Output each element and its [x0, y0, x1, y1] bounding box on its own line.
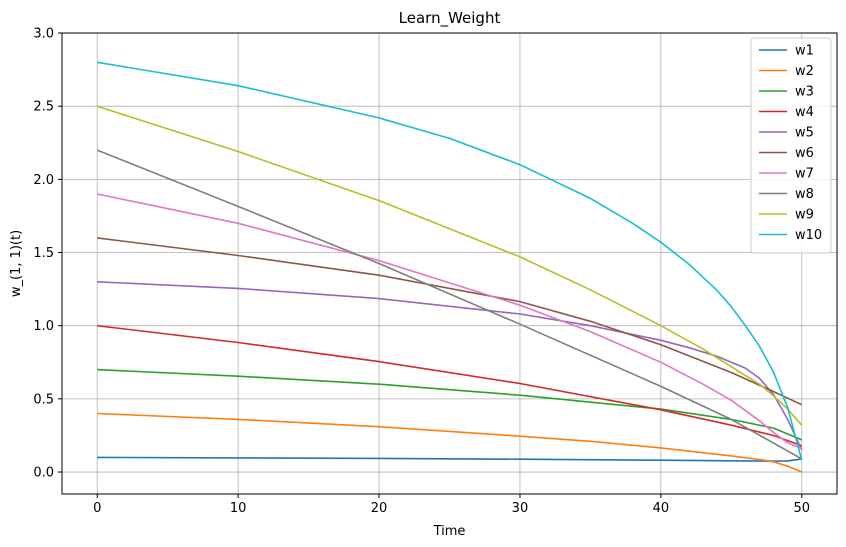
axis-ticks: 0 10 20 30 40 50 0.0 0.5 1.0 1.5 2.0 2.5 3.0	[33, 27, 810, 517]
x-tick-label: 0	[93, 501, 101, 516]
y-tick-label: 1.5	[33, 246, 54, 261]
series-line-w1	[97, 456, 802, 462]
chart-title: Learn_Weight	[399, 9, 501, 28]
legend-label-w2: w2	[795, 64, 814, 79]
y-tick-label: 3.0	[33, 27, 54, 42]
legend: w1 w2 w3 w4 w5 w6 w7 w8 w9 w10	[750, 37, 832, 254]
legend-label-w8: w8	[795, 187, 814, 202]
y-tick-label: 2.5	[33, 100, 54, 115]
legend-label-w4: w4	[795, 105, 814, 120]
legend-label-w7: w7	[795, 167, 814, 182]
series-line-w8	[96, 149, 803, 460]
series-line-w5	[97, 281, 803, 451]
y-tick-label: 2.0	[33, 173, 54, 188]
legend-label-w1: w1	[795, 44, 814, 59]
x-tick-label: 20	[371, 501, 388, 516]
legend-label-w10: w10	[795, 228, 822, 243]
legend-label-w5: w5	[795, 126, 814, 141]
x-axis-label: Time	[433, 524, 466, 539]
legend-label-w9: w9	[795, 208, 814, 223]
series-line-w2	[97, 412, 803, 473]
series-line-w4	[97, 324, 803, 447]
series-line-w9	[96, 105, 803, 426]
y-tick-label: 1.0	[33, 319, 54, 334]
y-tick-label: 0.0	[33, 466, 54, 481]
y-axis-label: w_(1, 1)(t)	[9, 230, 24, 297]
legend-label-w3: w3	[795, 85, 814, 100]
series-layer	[96, 61, 803, 473]
x-tick-label: 50	[793, 501, 810, 516]
x-tick-label: 30	[512, 501, 529, 516]
plot-frame	[61, 32, 838, 495]
x-tick-label: 10	[230, 501, 247, 516]
y-tick-label: 0.5	[33, 392, 54, 407]
legend-label-w6: w6	[795, 146, 814, 161]
x-tick-label: 40	[653, 501, 670, 516]
series-line-w10	[97, 61, 803, 461]
